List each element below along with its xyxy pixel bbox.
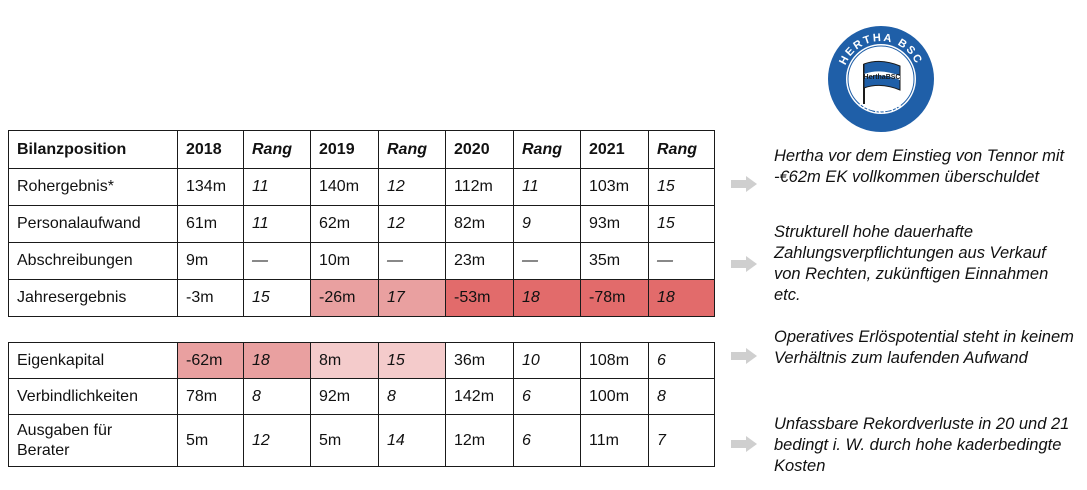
header-rang: Rang (513, 130, 581, 169)
header-rang: Rang (243, 130, 311, 169)
table-cell: 134m (177, 168, 244, 206)
table-cell: -62m (177, 342, 244, 379)
header-2018: 2018 (177, 130, 244, 169)
table-cell: -53m (445, 279, 514, 317)
row-label: Eigenkapital (8, 342, 178, 379)
row-label: Rohergebnis* (8, 168, 178, 206)
table-cell: 103m (580, 168, 649, 206)
rank-cell: 12 (378, 205, 446, 243)
balance-table-bottom: Eigenkapital -62m 18 8m 15 36m 10 108m 6… (8, 342, 715, 467)
row-label: Ausgaben für Berater (8, 414, 178, 467)
rank-cell: 11 (243, 168, 311, 206)
rank-cell: 8 (378, 378, 446, 415)
rank-cell: 15 (648, 205, 715, 243)
rank-cell: 6 (648, 342, 715, 379)
table-row-eigenkapital: Eigenkapital -62m 18 8m 15 36m 10 108m 6 (8, 342, 715, 379)
table-row-personalaufwand: Personalaufwand 61m 11 62m 12 82m 9 93m … (8, 205, 715, 243)
header-2020: 2020 (445, 130, 514, 169)
rank-cell: 12 (243, 414, 311, 467)
table-cell: 78m (177, 378, 244, 415)
table-header-row: Bilanzposition 2018 Rang 2019 Rang 2020 … (8, 130, 715, 169)
table-cell: -78m (580, 279, 649, 317)
table-cell: 12m (445, 414, 514, 467)
table-cell: 92m (310, 378, 379, 415)
table-cell: 142m (445, 378, 514, 415)
logo-flag-text: HerthaBSC (864, 74, 901, 81)
rank-cell: — (513, 242, 581, 280)
balance-table-top: Bilanzposition 2018 Rang 2019 Rang 2020 … (8, 130, 715, 317)
rank-cell: 18 (243, 342, 311, 379)
rank-cell: 6 (513, 414, 581, 467)
rank-cell: — (648, 242, 715, 280)
row-label: Jahresergebnis (8, 279, 178, 317)
table-cell: 140m (310, 168, 379, 206)
rank-cell: 7 (648, 414, 715, 467)
rank-cell: 10 (513, 342, 581, 379)
table-cell: 8m (310, 342, 379, 379)
table-cell: 5m (310, 414, 379, 467)
arrow-right-icon (731, 436, 757, 452)
rank-cell: 17 (378, 279, 446, 317)
row-label: Abschreibungen (8, 242, 178, 280)
table-cell: 5m (177, 414, 244, 467)
table-row-abschreibungen: Abschreibungen 9m — 10m — 23m — 35m — (8, 242, 715, 280)
arrow-right-icon (731, 176, 757, 192)
table-cell: -26m (310, 279, 379, 317)
table-row-jahresergebnis: Jahresergebnis -3m 15 -26m 17 -53m 18 -7… (8, 279, 715, 317)
comment-ueberschuldet: Hertha vor dem Einstieg von Tennor mit -… (774, 147, 1065, 186)
row-label: Verbindlichkeiten (8, 378, 178, 415)
table-cell: 93m (580, 205, 649, 243)
rank-cell: 18 (648, 279, 715, 317)
comment-zahlungsverpflichtungen: Strukturell hohe dauerhafte Zahlungsverp… (774, 223, 1049, 304)
table-cell: -3m (177, 279, 244, 317)
arrow-right-icon (731, 348, 757, 364)
table-row-rohergebnis: Rohergebnis* 134m 11 140m 12 112m 11 103… (8, 168, 715, 206)
rank-cell: 11 (243, 205, 311, 243)
table-cell: 10m (310, 242, 379, 280)
comment-rekordverluste: Unfassbare Rekordverluste in 20 und 21 b… (774, 415, 1070, 475)
rank-cell: 15 (378, 342, 446, 379)
rank-cell: 15 (648, 168, 715, 206)
rank-cell: 14 (378, 414, 446, 467)
header-rang: Rang (648, 130, 715, 169)
rank-cell: 15 (243, 279, 311, 317)
table-cell: 62m (310, 205, 379, 243)
hertha-bsc-crest-icon: HERTHA BSC BERLIN HerthaBSC (828, 26, 934, 132)
header-bilanzposition: Bilanzposition (8, 130, 178, 169)
header-2019: 2019 (310, 130, 379, 169)
rank-cell: 12 (378, 168, 446, 206)
row-label: Personalaufwand (8, 205, 178, 243)
table-row-ausgaben-fuer-berater: Ausgaben für Berater 5m 12 5m 14 12m 6 1… (8, 414, 715, 467)
header-rang: Rang (378, 130, 446, 169)
rank-cell: 6 (513, 378, 581, 415)
table-cell: 9m (177, 242, 244, 280)
rank-cell: 18 (513, 279, 581, 317)
rank-cell: 8 (648, 378, 715, 415)
table-cell: 82m (445, 205, 514, 243)
table-cell: 23m (445, 242, 514, 280)
header-2021: 2021 (580, 130, 649, 169)
arrow-right-icon (731, 256, 757, 272)
rank-cell: 9 (513, 205, 581, 243)
table-cell: 100m (580, 378, 649, 415)
rank-cell: 8 (243, 378, 311, 415)
table-cell: 112m (445, 168, 514, 206)
table-cell: 61m (177, 205, 244, 243)
table-cell: 11m (580, 414, 649, 467)
rank-cell: — (378, 242, 446, 280)
table-row-verbindlichkeiten: Verbindlichkeiten 78m 8 92m 8 142m 6 100… (8, 378, 715, 415)
comment-erloespotential: Operatives Erlöspotential steht in keine… (774, 328, 1074, 367)
table-cell: 35m (580, 242, 649, 280)
rank-cell: — (243, 242, 311, 280)
table-cell: 108m (580, 342, 649, 379)
table-cell: 36m (445, 342, 514, 379)
rank-cell: 11 (513, 168, 581, 206)
hertha-bsc-logo: HERTHA BSC BERLIN HerthaBSC (826, 24, 936, 134)
